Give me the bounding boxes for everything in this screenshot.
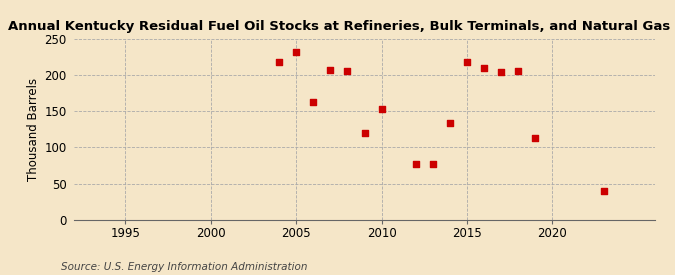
Point: [444, 120, 455, 125]
Point: [376, 107, 387, 111]
Point: [598, 189, 609, 193]
Point: [291, 50, 302, 54]
Point: [530, 136, 541, 140]
Point: [462, 59, 472, 64]
Point: [325, 68, 335, 72]
Text: Source: U.S. Energy Information Administration: Source: U.S. Energy Information Administ…: [61, 262, 307, 272]
Point: [342, 69, 353, 73]
Point: [513, 69, 524, 73]
Point: [495, 70, 506, 74]
Point: [359, 131, 370, 135]
Point: [427, 162, 438, 166]
Point: [274, 60, 285, 65]
Point: [479, 66, 489, 70]
Point: [308, 100, 319, 104]
Point: [410, 162, 421, 166]
Title: Annual Kentucky Residual Fuel Oil Stocks at Refineries, Bulk Terminals, and Natu: Annual Kentucky Residual Fuel Oil Stocks…: [7, 20, 675, 33]
Y-axis label: Thousand Barrels: Thousand Barrels: [27, 78, 40, 181]
